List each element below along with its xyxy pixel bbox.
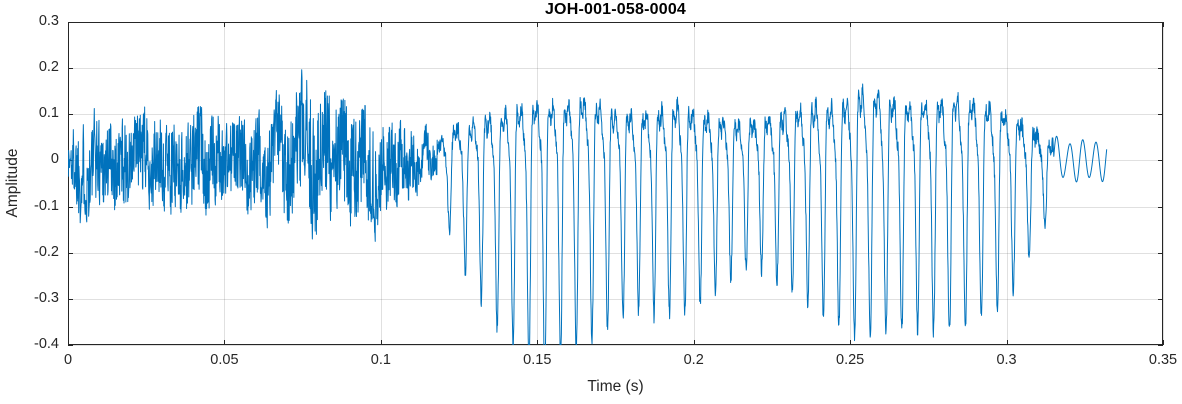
- y-tick-label: 0: [50, 151, 59, 168]
- x-tick-label: 0.35: [1148, 352, 1178, 368]
- x-tick-label: 0.1: [370, 352, 391, 368]
- chart-title: JOH-001-058-0004: [544, 1, 687, 18]
- y-tick-label: 0.1: [38, 105, 59, 122]
- x-tick-label: 0.3: [996, 352, 1017, 368]
- x-tick-label: 0.2: [683, 352, 704, 368]
- x-tick-label: 0.25: [836, 352, 865, 368]
- y-tick-label: -0.4: [34, 336, 59, 352]
- y-tick-label: 0.2: [38, 59, 59, 76]
- x-tick-label: 0.15: [523, 352, 552, 368]
- y-tick-label: -0.1: [34, 197, 59, 214]
- x-axis-label: Time (s): [587, 378, 644, 395]
- y-tick-label: 0.3: [38, 13, 59, 29]
- y-tick-label: -0.3: [34, 289, 59, 306]
- y-tick-label: -0.2: [34, 243, 59, 260]
- x-tick-label: 0.05: [210, 352, 239, 368]
- x-tick-label: 0: [63, 352, 73, 368]
